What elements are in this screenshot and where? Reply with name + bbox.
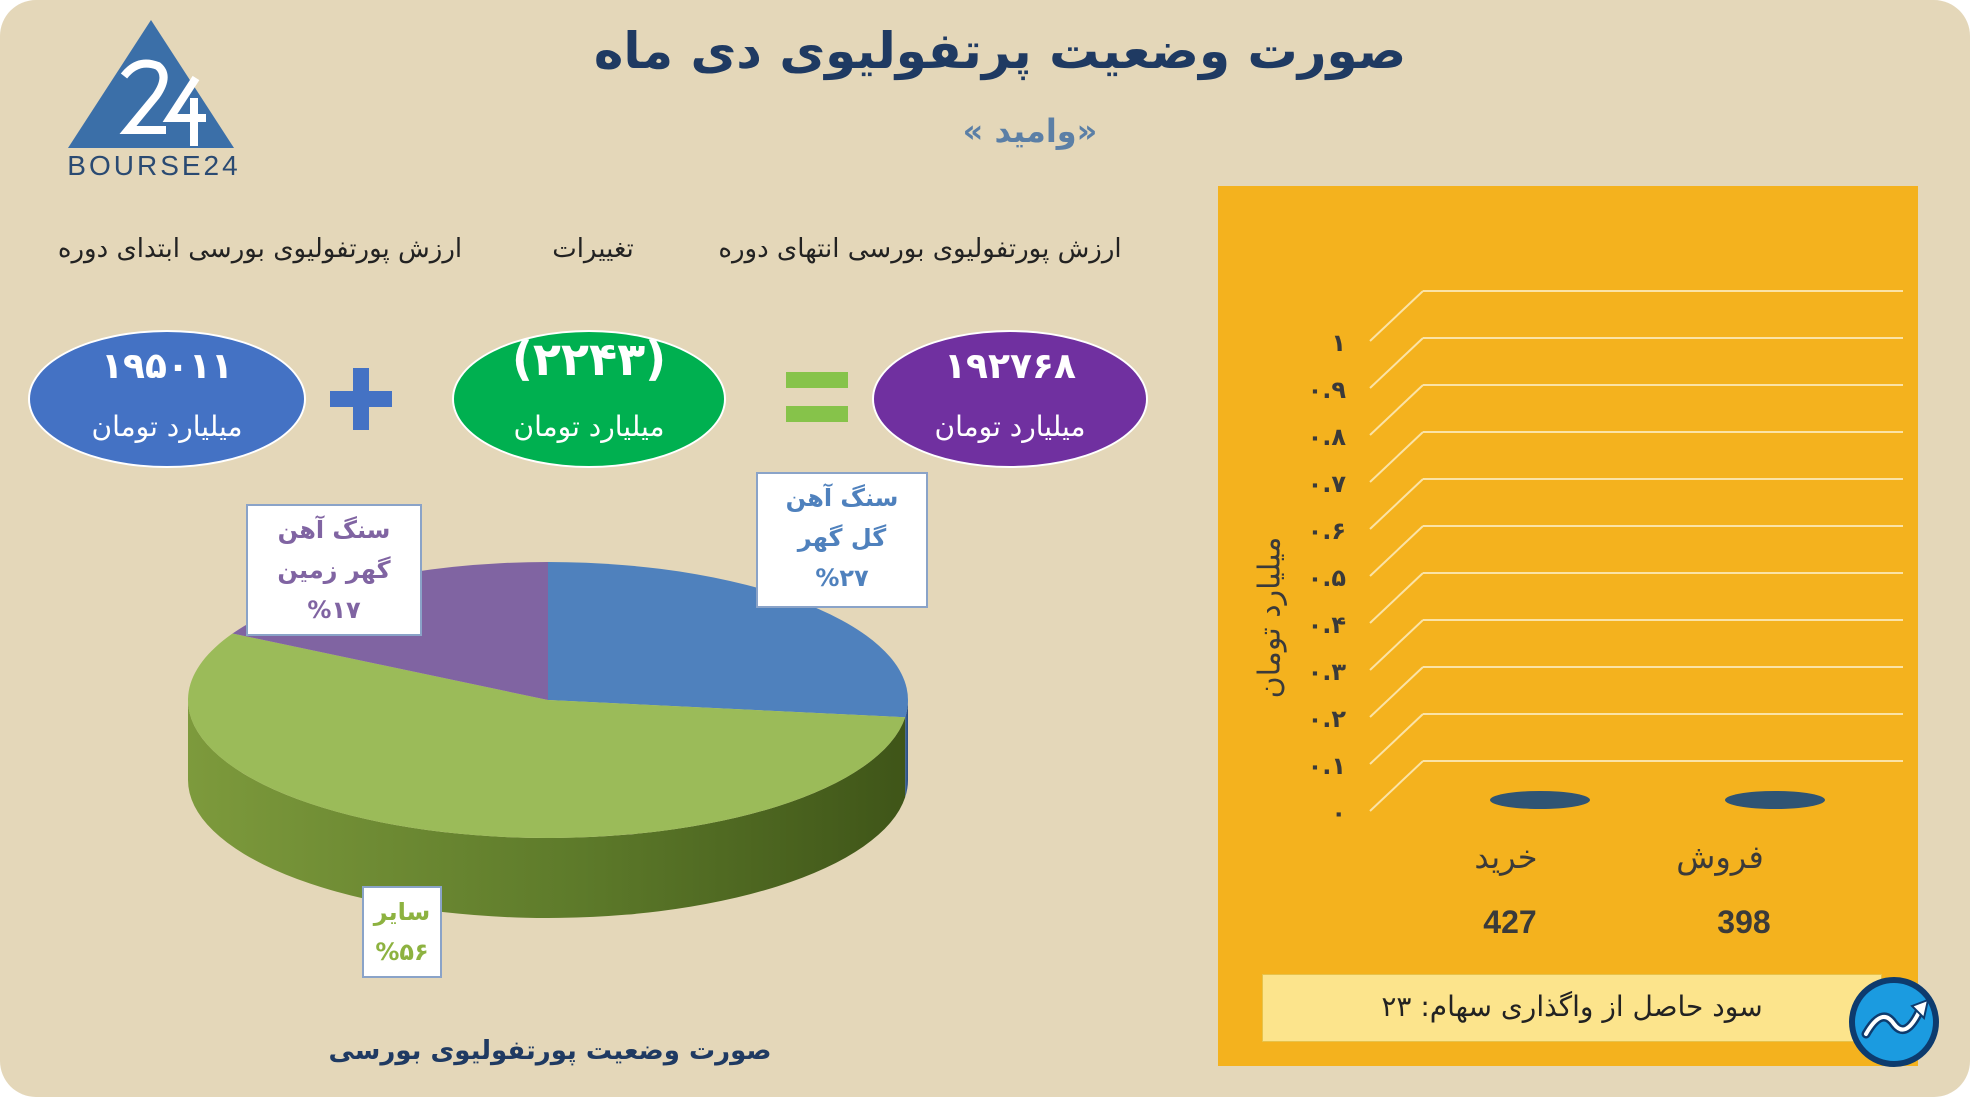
logo-text: BOURSE24 xyxy=(67,150,241,181)
start-value: ۱۹۵۰۱۱ xyxy=(101,346,233,387)
y-tick-label: ۰.۱ xyxy=(1308,752,1346,780)
pie-side-1 xyxy=(188,700,906,919)
start-value-unit: میلیارد تومان xyxy=(91,410,243,443)
change-value: (۲۲۴۳) xyxy=(511,332,667,386)
gridline-depth-10 xyxy=(1369,290,1424,342)
page-title: صورت وضعیت پرتفولیوی دی ماه xyxy=(593,22,1407,80)
y-tick-label: ۰.۳ xyxy=(1308,658,1347,686)
gridline-depth-7 xyxy=(1369,431,1424,483)
bar-chart: ۰ ۰.۱ ۰.۲ ۰.۳ ۰.۴ ۰.۵ ۰.۶ ۰.۷ ۰.۸ ۰.۹ ۱ xyxy=(1308,290,1903,827)
pie-slice-0 xyxy=(548,562,908,718)
start-value-caption: ارزش پورتفولیوی بورسی ابتدای دوره xyxy=(57,234,463,264)
end-value-caption: ارزش پورتفولیوی بورسی انتهای دوره xyxy=(718,234,1122,264)
pie-label-gohar-zamin-value: %۱۷ xyxy=(307,596,361,624)
start-value-oval: ۱۹۵۰۱۱ میلیارد تومان xyxy=(28,330,306,468)
plus-icon xyxy=(330,368,392,430)
pie-label-gol-gohar: سنگ آهن گل گهر %۲۷ xyxy=(756,472,928,608)
y-tick-label: ۱ xyxy=(1331,329,1346,357)
gridline-depth-2 xyxy=(1369,666,1424,718)
bar-1 xyxy=(1725,791,1825,809)
category-value-buy: 427 xyxy=(1483,904,1537,940)
change-value-unit: میلیارد تومان xyxy=(513,410,665,443)
gridline-depth-4 xyxy=(1369,572,1424,624)
gridline-depth-8 xyxy=(1369,384,1424,436)
y-tick-label: ۰.۹ xyxy=(1308,376,1347,404)
trend-arrow-icon xyxy=(1849,977,1939,1067)
y-tick-label: ۰.۵ xyxy=(1308,564,1346,592)
equals-icon xyxy=(786,372,848,422)
pie-chart xyxy=(188,562,908,919)
category-label-buy: خرید xyxy=(1474,838,1538,876)
pie-label-gol-gohar-name: سنگ آهن گل گهر xyxy=(785,484,899,552)
pie-slice-1 xyxy=(188,633,906,838)
bourse24-logo-icon xyxy=(68,20,234,148)
category-value-sell: 398 xyxy=(1717,904,1771,940)
pie-label-other-name: سایر xyxy=(373,898,431,926)
bar-chart-panel xyxy=(1218,186,1918,1066)
y-tick-label: ۰.۲ xyxy=(1308,705,1347,733)
end-value-unit: میلیارد تومان xyxy=(934,410,1086,443)
gridline-depth-5 xyxy=(1369,525,1424,577)
y-tick-label: ۰.۷ xyxy=(1308,470,1347,498)
y-tick-label: ۰.۴ xyxy=(1308,611,1346,639)
pie-side-0 xyxy=(905,700,908,798)
pie-label-gohar-zamin-name: سنگ آهن گهر زمین xyxy=(277,516,391,584)
pie-label-other: سایر %۵۶ xyxy=(362,886,442,978)
gridline-depth-6 xyxy=(1369,478,1424,530)
pie-label-gohar-zamin: سنگ آهن گهر زمین %۱۷ xyxy=(246,504,422,636)
y-tick-label: ۰.۶ xyxy=(1308,517,1346,545)
end-value: ۱۹۲۷۶۸ xyxy=(944,346,1076,387)
bar-chart-ylabel: میلیارد تومان xyxy=(1252,536,1288,699)
gridline-depth-1 xyxy=(1369,713,1424,765)
change-caption: تغییرات xyxy=(552,234,634,264)
y-tick-label: ۰ xyxy=(1331,799,1346,827)
pie-chart-title: صورت وضعیت پورتفولیوی بورسی xyxy=(328,1036,772,1066)
y-tick-label: ۰.۸ xyxy=(1308,423,1347,451)
page-subtitle: «وامید » xyxy=(962,112,1098,150)
pie-label-other-value: %۵۶ xyxy=(375,938,429,966)
pie-label-gol-gohar-value: %۲۷ xyxy=(815,564,869,592)
category-label-sell: فروش xyxy=(1676,838,1764,876)
change-value-oval: (۲۲۴۳) میلیارد تومان xyxy=(452,330,726,468)
profit-box: سود حاصل از واگذاری سهام: ۲۳ xyxy=(1262,974,1882,1042)
end-value-oval: ۱۹۲۷۶۸ میلیارد تومان xyxy=(872,330,1148,468)
bar-0 xyxy=(1490,791,1590,809)
gridline-depth-9 xyxy=(1369,337,1424,389)
gridline-depth-0 xyxy=(1369,760,1424,812)
gridline-depth-3 xyxy=(1369,619,1424,671)
